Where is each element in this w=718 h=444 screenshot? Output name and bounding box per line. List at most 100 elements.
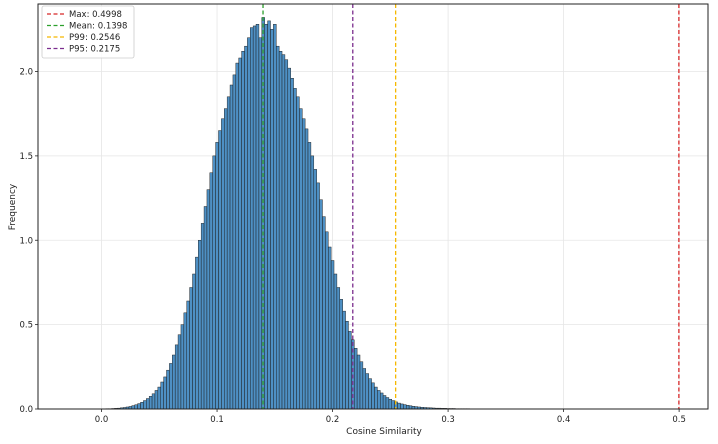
histogram-bar: [287, 67, 291, 410]
histogram-bar: [137, 403, 141, 410]
histogram-bar: [247, 37, 251, 410]
histogram-bar: [368, 378, 372, 410]
histogram-bar: [397, 402, 401, 410]
x-axis-label: Cosine Similarity: [346, 427, 422, 437]
histogram-bar: [348, 331, 352, 410]
plot-area-frame: [37, 3, 709, 410]
histogram-bar: [281, 54, 286, 410]
histogram-bar: [226, 96, 231, 410]
histogram-bar: [391, 400, 395, 410]
histogram-bar: [166, 369, 170, 410]
histogram-bar: [195, 256, 199, 410]
histogram-bar: [403, 404, 407, 410]
histogram-bar: [218, 130, 222, 410]
histogram-bar: [267, 20, 271, 410]
legend-label: P95: 0.2175: [69, 45, 120, 55]
y-tick-label: 2.0: [19, 68, 33, 78]
y-tick-label: 1.5: [19, 152, 33, 162]
reference-lines: [262, 4, 680, 409]
histogram-bar: [382, 395, 387, 410]
y-tick-label: 0.0: [19, 405, 33, 415]
histogram-bar: [180, 324, 185, 410]
histogram-bar: [143, 400, 147, 410]
histogram-bar: [354, 348, 358, 410]
histogram-bar: [362, 368, 367, 410]
histogram-bar: [232, 74, 237, 410]
x-tick-label: 0.0: [95, 415, 109, 425]
histogram-bar: [356, 354, 361, 410]
histogram-bar: [342, 310, 346, 410]
histogram-bar: [278, 51, 283, 410]
histogram-bar: [206, 189, 211, 410]
histogram-bar: [238, 57, 242, 410]
histogram-bar: [371, 382, 375, 410]
histogram-bar: [250, 27, 254, 410]
histogram-bar: [203, 206, 208, 410]
legend-label: Max: 0.4998: [69, 10, 122, 20]
histogram-bar: [160, 381, 164, 410]
histogram-bar: [146, 398, 150, 410]
histogram-bar: [224, 108, 228, 410]
histogram-bar: [183, 312, 187, 410]
histogram-bar: [140, 402, 144, 410]
histogram-bar: [379, 392, 384, 410]
legend-label: P99: 0.2546: [69, 33, 120, 43]
histogram-bar: [229, 84, 234, 410]
histogram-bar: [313, 169, 317, 410]
histogram-bar: [255, 24, 260, 410]
histogram-bar: [157, 386, 161, 410]
histogram-bar: [377, 390, 381, 410]
y-tick-label: 1.0: [19, 236, 33, 246]
y-axis-ticks: 0.0 0.5 1.0 1.5 2.0: [19, 68, 38, 415]
histogram-bar: [322, 216, 326, 410]
histogram-bar: [290, 78, 294, 410]
histogram-bar: [177, 334, 182, 410]
histogram-bar: [333, 273, 338, 410]
histogram-bar: [241, 51, 245, 410]
histogram-bar: [339, 299, 343, 410]
y-axis-label: Frequency: [8, 183, 18, 230]
histogram-bar: [304, 128, 309, 410]
legend-box: [41, 5, 135, 59]
histogram-bar: [221, 118, 225, 410]
x-tick-label: 0.2: [326, 415, 340, 425]
legend-label: Mean: 0.1398: [69, 22, 127, 32]
histogram-bar: [284, 59, 289, 410]
histogram-bar: [174, 344, 179, 410]
histogram-bar: [307, 142, 312, 410]
histogram-bar: [336, 287, 341, 410]
histogram-bar: [405, 405, 410, 410]
histogram-bar: [209, 172, 213, 410]
histogram-bar: [169, 363, 173, 410]
histogram-bar: [310, 155, 315, 410]
histogram-bar: [258, 37, 263, 410]
x-tick-label: 0.5: [672, 415, 686, 425]
histogram-bars: [99, 17, 546, 410]
y-tick-label: 0.5: [19, 321, 33, 331]
histogram-bar: [359, 361, 364, 410]
histogram-bar: [148, 396, 153, 410]
histogram-bar: [345, 321, 349, 410]
x-axis-ticks: 0.0 0.1 0.2 0.3 0.4 0.5: [95, 409, 686, 425]
histogram-bar: [252, 25, 257, 410]
histogram-bar: [134, 404, 138, 410]
histogram-bar: [244, 45, 248, 410]
histogram-bar: [131, 405, 135, 410]
histogram-bar: [154, 390, 159, 410]
histogram-bar: [163, 376, 167, 410]
histogram-bar: [264, 24, 268, 410]
histogram-bar: [151, 393, 156, 410]
histogram-bar: [276, 45, 280, 410]
histogram-bar: [235, 62, 239, 410]
histogram-bar: [400, 403, 404, 410]
histogram-bar: [365, 373, 369, 410]
histogram-bar: [200, 223, 205, 410]
histogram-bar: [270, 29, 274, 410]
histogram-bar: [328, 246, 332, 410]
histogram-bar: [388, 398, 392, 410]
histogram-bar: [319, 199, 323, 410]
x-tick-label: 0.4: [557, 415, 571, 425]
histogram-bar: [374, 386, 378, 410]
